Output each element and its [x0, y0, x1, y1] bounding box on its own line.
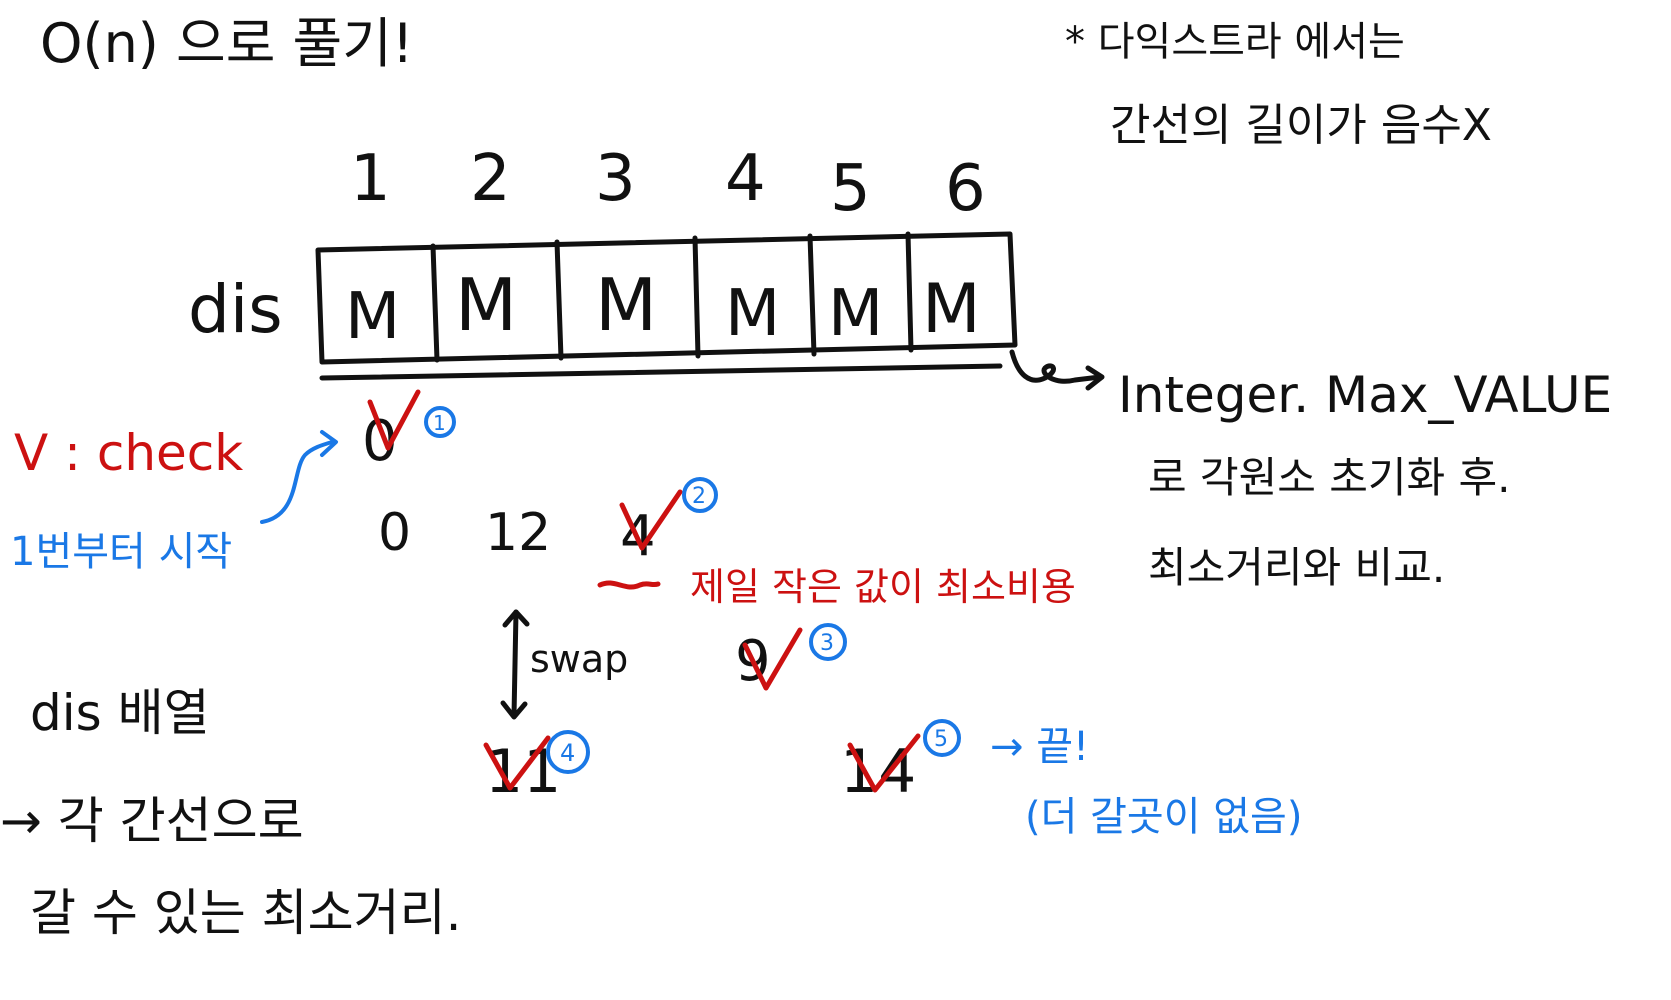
swap-indicator: swap	[500, 609, 628, 720]
index-6: 6	[945, 152, 986, 226]
index-4: 4	[725, 142, 766, 216]
title: O(n) 으로 풀기!	[40, 12, 414, 75]
row-first: 0 1	[362, 389, 456, 474]
step-badge-1	[424, 406, 456, 438]
index-row: 1 2 3 4 5 6	[350, 142, 986, 226]
note-line-1: * 다익스트라 에서는	[1065, 19, 1405, 65]
dis-divider-4	[807, 233, 817, 357]
step-label-4: 4	[560, 739, 575, 767]
node-nine: 9 3	[735, 623, 847, 694]
index-1: 1	[350, 142, 391, 216]
init-note-line-3: 최소거리와 비교.	[1148, 543, 1445, 592]
second-value-1: 0	[378, 503, 411, 563]
check-mark-2	[619, 489, 683, 551]
index-2: 2	[470, 142, 511, 216]
step-label-2: 2	[692, 484, 706, 509]
dis-cell-6: M	[922, 270, 981, 349]
step-label-5: 5	[934, 727, 948, 752]
check-mark-3	[742, 627, 803, 691]
swap-arrow-line	[511, 609, 519, 719]
init-note-arrow-label: Integer. Max_VALUE	[1118, 366, 1612, 424]
row-second: 0 12 4 2	[378, 477, 718, 569]
start-arrow-head	[320, 430, 338, 457]
dis-divider-3	[692, 235, 701, 359]
explain-line-2: → 각 간선으로	[0, 792, 304, 850]
node-eleven: 11 4	[483, 730, 590, 807]
step-label-1: 1	[433, 411, 446, 435]
legend-check: V : check	[14, 424, 243, 482]
swap-arrow-up	[502, 609, 530, 628]
dis-cell-5: M	[828, 277, 883, 351]
start-arrow	[260, 440, 334, 524]
check-mark-1	[367, 389, 421, 451]
note-line-2: 간선의 길이가 음수X	[1110, 100, 1492, 151]
step-badge-3	[809, 623, 847, 661]
step-badge-2	[682, 477, 718, 513]
explain-line-3: 갈 수 있는 최소거리.	[30, 884, 462, 942]
end-note-line-1: → 끝!	[990, 724, 1089, 770]
step-label-3: 3	[820, 631, 834, 656]
explain-line-1: dis 배열	[30, 684, 210, 742]
dis-divider-1	[430, 243, 440, 363]
dis-divider-2	[554, 239, 564, 361]
second-value-2: 12	[485, 503, 551, 563]
dis-array-border	[315, 231, 1018, 365]
dis-cell-4: M	[725, 277, 780, 351]
swap-label: swap	[530, 637, 628, 681]
dis-array: M M M M M M	[315, 231, 1018, 381]
dis-cell-2: M	[455, 263, 517, 347]
dis-cell-3: M	[595, 263, 657, 347]
check-mark-4	[483, 735, 551, 791]
squiggle-arrow	[1009, 349, 1103, 384]
check-mark-5	[847, 733, 921, 793]
legend-start: 1번부터 시작	[10, 529, 232, 575]
step-badge-5	[923, 719, 961, 757]
init-note-line-2: 로 각원소 초기화 후.	[1148, 453, 1511, 502]
end-note-line-2: (더 갈곳이 없음)	[1025, 794, 1302, 840]
swap-arrow-down	[500, 700, 528, 720]
smallest-note: 제일 작은 값이 최소비용	[690, 565, 1076, 609]
squiggle-arrow-head	[1085, 365, 1105, 391]
dis-cell-1: M	[345, 280, 400, 354]
step-badge-4	[546, 730, 590, 774]
dis-underline	[319, 363, 1003, 381]
node-fourteen: 14 5	[840, 719, 961, 807]
dis-divider-5	[905, 231, 914, 353]
dis-label: dis	[188, 271, 283, 348]
tilde-mark	[597, 580, 661, 590]
index-3: 3	[595, 142, 636, 216]
index-5: 5	[830, 152, 871, 226]
